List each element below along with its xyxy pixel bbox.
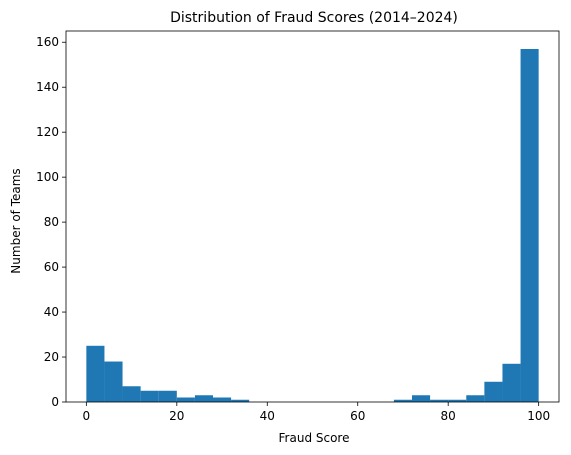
x-tick-label: 100	[527, 409, 550, 423]
x-axis: 0 20 40 60 80 100	[83, 402, 550, 423]
histogram-bar-4	[158, 390, 177, 402]
histogram-bar-6	[194, 395, 213, 402]
y-axis-label: Number of Teams	[9, 168, 23, 273]
x-tick-label: 40	[260, 409, 275, 423]
histogram-bar-19	[430, 399, 449, 402]
histogram-bar-7	[212, 397, 232, 402]
histogram-bar-18	[412, 395, 431, 402]
y-tick-label: 140	[36, 80, 59, 94]
y-tick-label: 120	[36, 125, 59, 139]
histogram-bar-22	[484, 381, 503, 402]
histogram-bar-1	[104, 361, 123, 402]
y-tick-label: 60	[44, 260, 59, 274]
histogram-bar-20	[448, 399, 467, 402]
histogram-bar-17	[393, 399, 413, 402]
histogram-bar-23	[502, 363, 521, 402]
histogram-bar-0	[86, 345, 105, 402]
plot-frame	[65, 30, 560, 403]
y-tick-label: 40	[44, 305, 59, 319]
histogram-bar-3	[140, 390, 159, 402]
x-axis-label: Fraud Score	[279, 431, 350, 445]
y-tick-label: 80	[44, 215, 59, 229]
y-axis: 0 20 40 60 80 100 120 140 160	[36, 35, 66, 409]
y-tick-label: 100	[36, 170, 59, 184]
bars-group	[86, 48, 539, 402]
x-tick-label: 0	[83, 409, 91, 423]
x-tick-label: 20	[169, 409, 184, 423]
y-tick-label: 0	[51, 395, 59, 409]
x-tick-label: 80	[441, 409, 456, 423]
histogram-bar-24	[520, 48, 539, 402]
histogram-bar-21	[466, 395, 485, 402]
histogram-bar-5	[176, 397, 195, 402]
y-tick-label: 20	[44, 350, 59, 364]
x-tick-label: 60	[350, 409, 365, 423]
chart-title: Distribution of Fraud Scores (2014–2024)	[170, 10, 458, 26]
histogram-bar-8	[231, 399, 250, 402]
histogram-bar-2	[122, 386, 141, 402]
y-tick-label: 160	[36, 35, 59, 49]
